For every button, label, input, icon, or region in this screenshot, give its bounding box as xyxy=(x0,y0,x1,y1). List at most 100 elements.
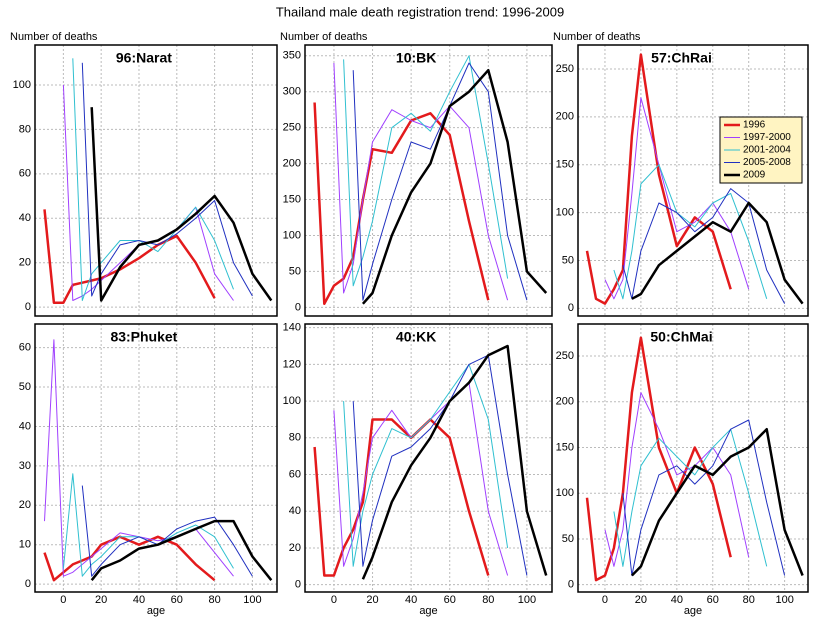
series-line xyxy=(313,102,490,306)
y-tick-label: 20 xyxy=(289,542,301,554)
legend-label: 2001-2004 xyxy=(743,145,791,156)
series-line xyxy=(622,419,786,576)
x-tick-label: 0 xyxy=(331,594,337,606)
series-line xyxy=(352,62,528,301)
series-line xyxy=(62,84,234,301)
y-tick-label: 150 xyxy=(283,193,301,205)
y-tick-label: 200 xyxy=(556,396,574,408)
series-line xyxy=(613,428,768,567)
x-tick-label: 40 xyxy=(671,594,683,606)
y-tick-label: 250 xyxy=(283,122,301,134)
y-tick-label: 250 xyxy=(556,63,574,75)
series-line xyxy=(631,427,804,577)
y-tick-label: 0 xyxy=(25,578,31,590)
y-tick-label: 40 xyxy=(289,505,301,517)
y-axis-label: Number of deaths xyxy=(553,31,641,43)
y-tick-label: 50 xyxy=(562,533,574,545)
panel-title: 10:BK xyxy=(396,50,436,66)
panel-title: 50:ChMai xyxy=(650,329,712,345)
x-tick-label: 40 xyxy=(133,594,145,606)
series-line xyxy=(90,107,273,302)
page-title: Thailand male death registration trend: … xyxy=(276,4,564,19)
y-tick-label: 100 xyxy=(283,395,301,407)
legend-label: 2005-2008 xyxy=(743,157,791,168)
y-tick-label: 50 xyxy=(289,265,301,277)
y-tick-label: 80 xyxy=(19,123,31,135)
panel-title: 57:ChRai xyxy=(651,50,712,66)
x-tick-label: 80 xyxy=(208,594,220,606)
series-line xyxy=(352,354,528,576)
panel-title: 40:KK xyxy=(396,329,436,345)
y-tick-label: 20 xyxy=(19,499,31,511)
x-tick-label: 20 xyxy=(366,594,378,606)
y-tick-label: 0 xyxy=(568,579,574,591)
plot-frame xyxy=(577,44,809,317)
plot-frame xyxy=(34,323,278,593)
series-line xyxy=(343,55,509,287)
x-tick-label: 20 xyxy=(635,594,647,606)
y-tick-label: 60 xyxy=(19,168,31,180)
legend-label: 1997-2000 xyxy=(743,132,791,143)
y-tick-label: 100 xyxy=(556,206,574,218)
x-tick-label: 20 xyxy=(95,594,107,606)
y-tick-label: 40 xyxy=(19,212,31,224)
y-tick-label: 150 xyxy=(556,441,574,453)
plot-frame xyxy=(304,323,553,593)
x-tick-label: 100 xyxy=(518,594,536,606)
x-tick-label: 40 xyxy=(405,594,417,606)
y-tick-label: 0 xyxy=(295,301,301,313)
y-tick-label: 10 xyxy=(19,539,31,551)
y-tick-label: 40 xyxy=(19,420,31,432)
x-tick-label: 80 xyxy=(743,594,755,606)
series-line xyxy=(343,363,509,567)
y-tick-label: 300 xyxy=(283,86,301,98)
x-tick-label: 60 xyxy=(171,594,183,606)
y-tick-label: 120 xyxy=(283,358,301,370)
plot-frame xyxy=(34,44,278,317)
y-tick-label: 20 xyxy=(19,257,31,269)
x-tick-label: 60 xyxy=(444,594,456,606)
y-axis-label: Number of deaths xyxy=(10,31,98,43)
y-tick-label: 0 xyxy=(295,579,301,591)
y-tick-label: 140 xyxy=(283,322,301,334)
x-tick-label: 100 xyxy=(775,594,793,606)
plot-frame xyxy=(304,44,553,317)
y-tick-label: 0 xyxy=(25,301,31,313)
series-line xyxy=(90,519,273,581)
x-axis-label: age xyxy=(684,605,702,617)
y-tick-label: 0 xyxy=(568,302,574,314)
x-axis-label: age xyxy=(147,605,165,617)
y-tick-label: 200 xyxy=(283,158,301,170)
series-line xyxy=(585,53,732,305)
y-tick-label: 350 xyxy=(283,50,301,62)
series-line xyxy=(585,336,732,582)
legend-label: 2009 xyxy=(743,170,766,181)
x-tick-label: 80 xyxy=(482,594,494,606)
series-line xyxy=(81,62,253,297)
y-tick-label: 200 xyxy=(556,111,574,123)
y-tick-label: 250 xyxy=(556,350,574,362)
series-line xyxy=(313,418,490,577)
x-tick-label: 60 xyxy=(707,594,719,606)
panel-title: 96:Narat xyxy=(116,50,172,66)
y-tick-label: 100 xyxy=(283,229,301,241)
y-tick-label: 60 xyxy=(19,342,31,354)
series-line xyxy=(631,201,804,305)
panel-title: 83:Phuket xyxy=(110,329,177,345)
legend-label: 1996 xyxy=(743,120,766,131)
y-tick-label: 50 xyxy=(19,381,31,393)
series-line xyxy=(361,344,548,580)
y-tick-label: 150 xyxy=(556,159,574,171)
y-tick-label: 60 xyxy=(289,468,301,480)
y-tick-label: 30 xyxy=(19,460,31,472)
series-line xyxy=(622,188,786,304)
plot-frame xyxy=(577,323,809,593)
series-line xyxy=(333,62,509,301)
y-tick-label: 100 xyxy=(13,79,31,91)
x-axis-label: age xyxy=(419,605,437,617)
x-tick-label: 100 xyxy=(243,594,261,606)
x-tick-label: 0 xyxy=(60,594,66,606)
series-line xyxy=(604,392,750,567)
